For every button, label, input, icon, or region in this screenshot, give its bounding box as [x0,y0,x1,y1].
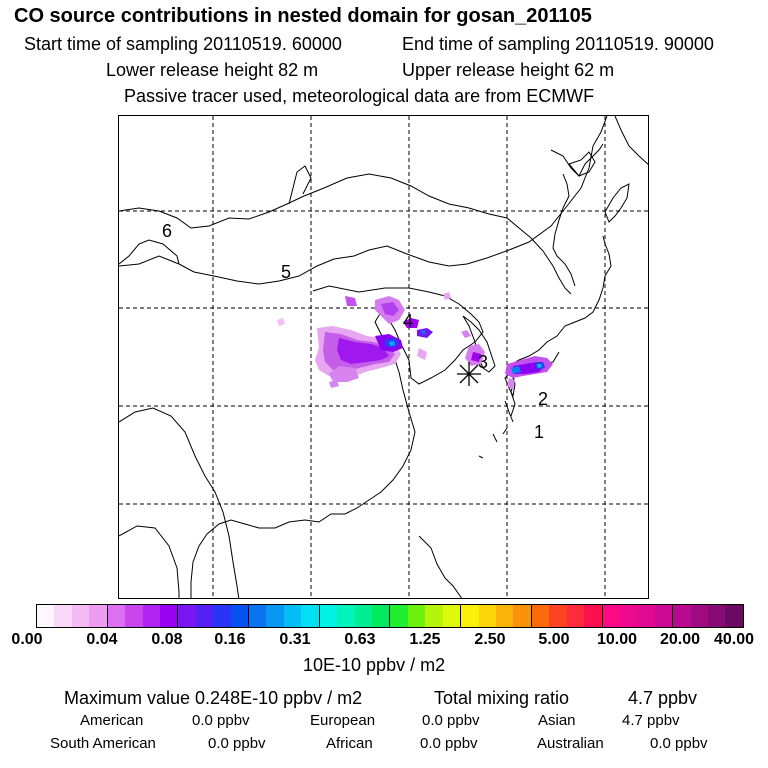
colorbar [36,604,744,628]
colorbar-swatch [690,605,709,627]
colorbar-swatch [637,605,655,627]
colorbar-swatch [142,605,160,627]
european-value: 0.0 ppbv [422,712,480,729]
map-canvas [119,116,648,598]
tracer-description: Passive tracer used, meteorological data… [124,86,595,106]
region-label-1: 1 [534,422,545,442]
colorbar-swatch [319,605,338,627]
american-label: American [80,712,144,729]
colorbar-swatch [407,605,426,627]
colorbar-tick: 0.00 [11,631,43,648]
colorbar-swatch [513,605,532,627]
region-label-3: 3 [478,352,489,372]
colorbar-swatch [125,605,143,627]
total-mixing-ratio-label: Total mixing ratio [434,688,570,708]
receptor-star-marker [457,362,481,386]
colorbar-swatch [549,605,567,627]
colorbar-swatch [89,605,108,627]
upper-release-height: Upper release height 62 m [402,60,615,80]
colorbar-swatch [372,605,391,627]
colorbar-swatch [159,605,179,627]
colorbar-swatch [566,605,585,627]
colorbar-swatch [478,605,496,627]
region-label-6: 6 [162,221,173,241]
colorbar-swatch [337,605,355,627]
colorbar-swatch [425,605,443,627]
american-value: 0.0 ppbv [192,712,250,729]
colorbar-swatch [71,605,90,627]
colorbar-swatch [230,605,250,627]
map-panel: 1 2 3 4 5 6 [118,115,649,599]
colorbar-swatch [602,605,620,627]
colorbar-tick: 5.00 [538,631,570,648]
colorbar-swatch [708,605,726,627]
colorbar-swatch [461,605,479,627]
colorbar-swatch [584,605,603,627]
colorbar-swatch [654,605,674,627]
african-value: 0.0 ppbv [420,735,478,752]
region-label-4: 4 [403,311,414,331]
maximum-value: Maximum value 0.248E-10 ppbv / m2 [64,688,363,708]
colorbar-swatch [442,605,462,627]
colorbar-tick: 0.04 [86,631,118,648]
coastlines [119,116,648,598]
concentration-field [277,292,553,390]
region-label-2: 2 [538,389,549,409]
european-label: European [310,712,376,729]
colorbar-tick: 2.50 [474,631,506,648]
colorbar-swatch [390,605,408,627]
colorbar-swatch [266,605,284,627]
south-american-value: 0.0 ppbv [208,735,266,752]
colorbar-swatch [531,605,550,627]
colorbar-swatch [37,605,55,627]
colorbar-swatch [673,605,691,627]
colorbar-tick: 40.00 [713,631,755,648]
colorbar-tick: 0.63 [344,631,376,648]
colorbar-tick: 10.00 [596,631,638,648]
colorbar-swatch [283,605,302,627]
colorbar-tick: 0.16 [214,631,246,648]
colorbar-tick: 0.08 [151,631,183,648]
colorbar-tick: 1.25 [409,631,441,648]
south-american-label: South American [50,735,156,752]
australian-label: Australian [537,735,604,752]
colorbar-swatch [495,605,514,627]
colorbar-swatch [619,605,638,627]
lower-release-height: Lower release height 82 m [106,60,319,80]
total-mixing-ratio-value: 4.7 ppbv [628,688,698,708]
colorbar-swatch [354,605,373,627]
african-label: African [326,735,373,752]
asian-value: 4.7 ppbv [622,712,680,729]
colorbar-unit: 10E-10 ppbv / m2 [303,655,446,675]
colorbar-tick: 0.31 [279,631,311,648]
colorbar-swatch [54,605,72,627]
region-label-5: 5 [281,262,292,282]
plot-title: CO source contributions in nested domain… [14,5,592,27]
colorbar-swatch [725,605,743,627]
colorbar-swatch [195,605,214,627]
colorbar-swatch [178,605,196,627]
colorbar-swatch [249,605,267,627]
australian-value: 0.0 ppbv [650,735,708,752]
colorbar-swatch [301,605,320,627]
colorbar-swatch [213,605,231,627]
end-time-label: End time of sampling 20110519. 90000 [402,34,714,54]
asian-label: Asian [538,712,576,729]
colorbar-tick: 20.00 [659,631,701,648]
start-time-label: Start time of sampling 20110519. 60000 [24,34,342,54]
colorbar-swatch [107,605,126,627]
